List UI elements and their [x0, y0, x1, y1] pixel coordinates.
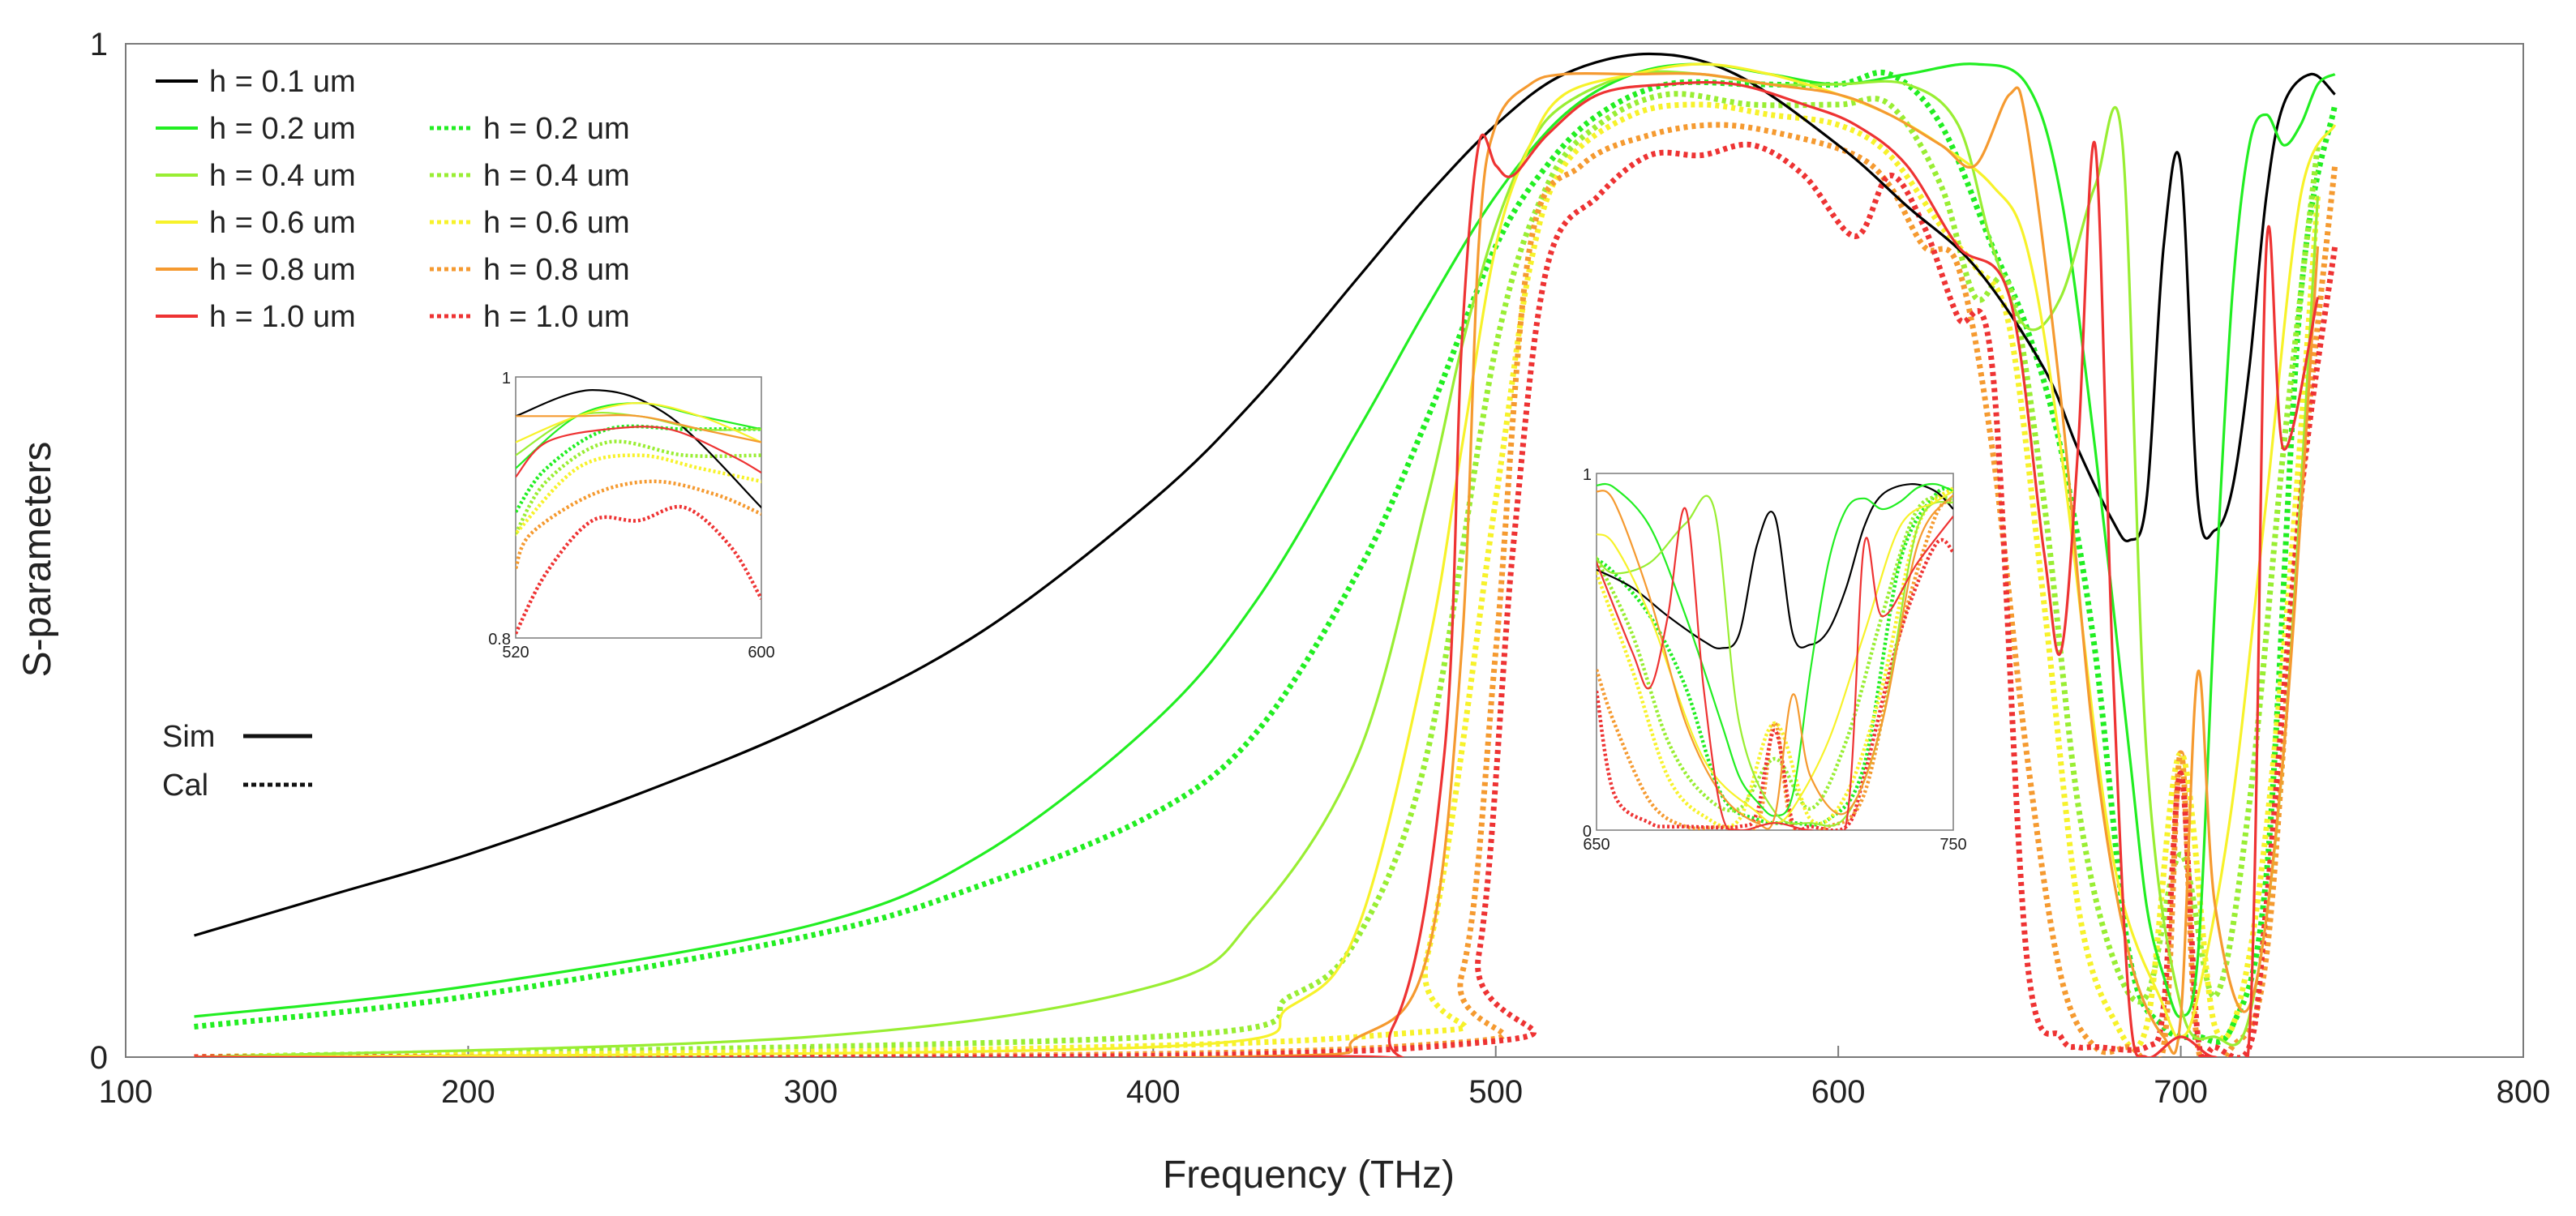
legend-label-h08s: h = 0.8 um — [209, 253, 356, 287]
x-tick-label: 600 — [1811, 1074, 1866, 1110]
x-tick-label: 700 — [2154, 1074, 2208, 1110]
legend-label-h10c: h = 1.0 um — [483, 300, 630, 334]
x-tick-label: 200 — [441, 1074, 495, 1110]
x-tick-label: 500 — [1468, 1074, 1523, 1110]
main-series-h02c — [194, 69, 2338, 1045]
legend-label-h02c: h = 0.2 um — [483, 112, 630, 146]
inset1-series-h08s — [516, 414, 761, 443]
style-legend: Sim Cal — [162, 720, 312, 803]
main-series-h06c — [194, 101, 2321, 1057]
y-tick-label: 0 — [90, 1040, 108, 1076]
inset-x-tick-label: 750 — [1940, 836, 1966, 854]
x-tick-label: 400 — [1126, 1074, 1181, 1110]
legend: h = 0.1 um h = 0.2 um h = 0.4 um h = 0.6 um… — [156, 65, 630, 334]
inset-y-tick-label: 0 — [1583, 823, 1592, 841]
inset2-series-h06s — [1597, 490, 1953, 824]
inset-y-tick-label: 0.8 — [488, 631, 511, 649]
inset-y-tick-label: 1 — [1583, 466, 1592, 484]
inset2-series-h06c — [1597, 486, 1953, 829]
main-plot-area: 100 200 300 400 500 600 700 800 0 1 — [90, 27, 2551, 1110]
x-axis-label: Frequency (THz) — [1163, 1154, 1455, 1197]
legend-label-h04s: h = 0.4 um — [209, 159, 356, 193]
main-series-h04c — [194, 91, 2321, 1057]
x-tick-label: 800 — [2497, 1074, 2551, 1110]
legend-label-h02s: h = 0.2 um — [209, 112, 356, 146]
legend-label-h08c: h = 0.8 um — [483, 253, 630, 287]
inset2-series-h02s — [1597, 482, 1953, 817]
inset-520-600: 520 600 0.8 1 — [488, 370, 775, 662]
inset-x-tick-label: 650 — [1583, 836, 1609, 854]
plot-frame — [125, 43, 2524, 1058]
main-series-h01 — [194, 52, 2336, 937]
style-legend-label-sim: Sim — [162, 720, 215, 754]
legend-label-h06s: h = 0.6 um — [209, 206, 356, 240]
main-series-h02s — [194, 62, 2336, 1018]
inset1-series-h10s — [516, 426, 761, 478]
inset2-series-h04s — [1597, 495, 1953, 827]
inset2-series-h01 — [1597, 483, 1953, 650]
x-tick-label: 300 — [783, 1074, 838, 1110]
x-tick-label: 100 — [99, 1074, 153, 1110]
inset-y-tick-label: 1 — [502, 370, 511, 387]
inset2-series-h10c — [1597, 537, 1953, 830]
y-tick-label: 1 — [90, 27, 108, 62]
legend-label-h01: h = 0.1 um — [209, 65, 356, 99]
inset2-series-h08s — [1597, 490, 1953, 830]
inset1-series-h06c — [516, 453, 761, 537]
style-legend-label-cal: Cal — [162, 769, 208, 803]
inset-x-tick-label: 600 — [748, 644, 774, 662]
legend-label-h06c: h = 0.6 um — [483, 206, 630, 240]
inset-650-750: 650 750 0 1 — [1583, 466, 1967, 854]
y-axis-label: S-parameters — [16, 442, 59, 678]
inset-x-tick-label: 520 — [502, 644, 529, 662]
legend-label-h10s: h = 1.0 um — [209, 300, 356, 334]
main-series-h08s — [194, 71, 2320, 1057]
main-series-h10s — [194, 80, 2320, 1057]
inset2-series-h10s — [1597, 507, 1953, 830]
legend-label-h04c: h = 0.4 um — [483, 159, 630, 193]
inset1-series-h10c — [516, 504, 761, 635]
